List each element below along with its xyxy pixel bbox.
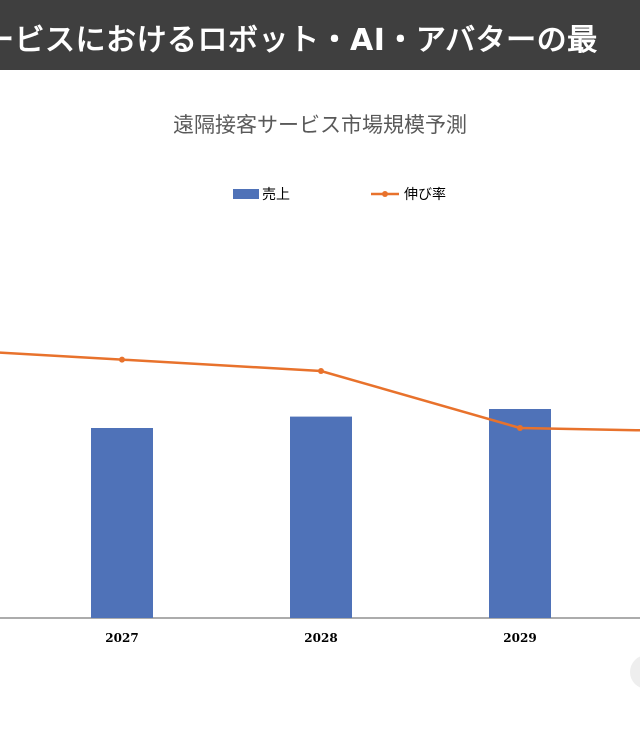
legend-label-growth: 伸び率 bbox=[404, 186, 446, 203]
legend-swatch-sales bbox=[233, 189, 259, 199]
bar-series bbox=[91, 409, 551, 618]
scroll-to-top-button[interactable] bbox=[630, 655, 640, 689]
header-banner: ービスにおけるロボット・AI・アバターの最 bbox=[0, 0, 640, 70]
chart: 遠隔接客サービス市場規模予測 売上 伸び率 2027 2028 2029 bbox=[0, 113, 640, 645]
x-tick-2029: 2029 bbox=[503, 631, 536, 645]
bar-2028 bbox=[290, 416, 352, 618]
chart-title: 遠隔接客サービス市場規模予測 bbox=[173, 113, 467, 137]
growth-marker-2027 bbox=[119, 356, 125, 363]
legend: 売上 伸び率 bbox=[233, 186, 446, 203]
legend-swatch-growth-marker bbox=[382, 191, 388, 197]
growth-marker-2028 bbox=[318, 368, 324, 374]
bar-2029 bbox=[489, 409, 551, 618]
x-tick-2028: 2028 bbox=[304, 631, 337, 645]
banner-title: ービスにおけるロボット・AI・アバターの最 bbox=[0, 23, 598, 58]
line-series bbox=[0, 351, 640, 432]
growth-marker-2029 bbox=[517, 425, 523, 431]
x-tick-2027: 2027 bbox=[105, 631, 138, 645]
legend-label-sales: 売上 bbox=[262, 187, 290, 203]
x-tick-labels: 2027 2028 2029 bbox=[105, 631, 536, 645]
bar-2027 bbox=[91, 428, 153, 618]
